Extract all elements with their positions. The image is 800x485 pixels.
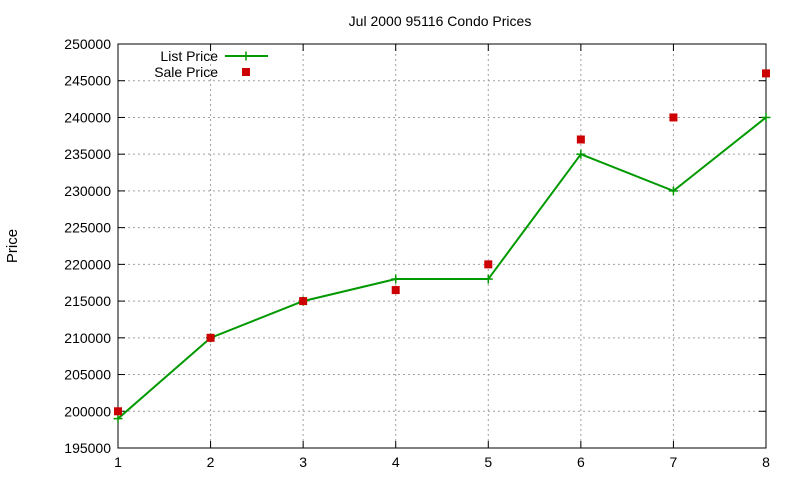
x-tick-label: 2 <box>207 454 215 470</box>
y-tick-label: 240000 <box>64 109 111 125</box>
legend-label: List Price <box>160 48 218 64</box>
list-price-point <box>761 112 771 122</box>
x-tick-label: 7 <box>670 454 678 470</box>
y-tick-label: 205000 <box>64 367 111 383</box>
x-tick-label: 1 <box>114 454 122 470</box>
legend-square-swatch <box>242 68 250 76</box>
grid <box>118 44 766 448</box>
chart-title: Jul 2000 95116 Condo Prices <box>349 13 532 29</box>
list-price-point <box>113 414 123 424</box>
sale-price-point <box>762 69 770 78</box>
y-tick-label: 225000 <box>64 220 111 236</box>
list-price-point <box>668 186 678 196</box>
y-tick-label: 215000 <box>64 293 111 309</box>
list-price-line <box>117 116 767 420</box>
y-tick-label: 235000 <box>64 146 111 162</box>
y-tick-label: 230000 <box>64 183 111 199</box>
x-tick-label: 3 <box>299 454 307 470</box>
series <box>113 69 771 424</box>
sale-price-point <box>669 113 678 122</box>
plot-frame <box>117 43 767 449</box>
y-tick-label: 245000 <box>64 73 111 89</box>
sale-price-point <box>114 407 122 416</box>
y-tick-label: 250000 <box>64 36 111 52</box>
sale-price-point <box>576 135 585 144</box>
series-sale-price <box>114 69 770 416</box>
x-tick-label: 6 <box>577 454 585 470</box>
x-tick-label: 5 <box>484 454 492 470</box>
legend-label: Sale Price <box>154 64 218 80</box>
sale-price-point <box>484 260 493 269</box>
x-tick-label: 8 <box>762 454 770 470</box>
axis-ticks: 1950002000002050002100002150002200002250… <box>64 36 770 470</box>
series-list-price <box>113 112 771 424</box>
y-axis-label: Price <box>4 229 21 263</box>
y-tick-label: 195000 <box>64 440 111 456</box>
sale-price-point <box>299 297 308 306</box>
list-price-point <box>576 149 586 159</box>
list-price-point <box>483 274 493 284</box>
sale-price-point <box>391 286 400 295</box>
y-tick-label: 220000 <box>64 256 111 272</box>
list-price-point <box>391 274 401 284</box>
legend-cross-swatch <box>241 51 251 61</box>
y-tick-label: 200000 <box>64 403 111 419</box>
sale-price-point <box>206 333 215 342</box>
x-tick-label: 4 <box>392 454 400 470</box>
y-tick-label: 210000 <box>64 330 111 346</box>
